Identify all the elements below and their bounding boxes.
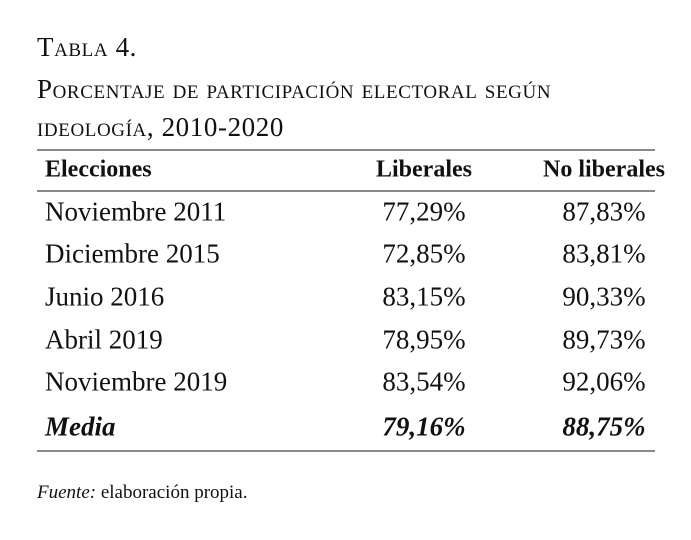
cell-election: Abril 2019 (45, 324, 163, 355)
cell-mean-no-liberales: 88,75% (562, 411, 646, 442)
table-title-line2: ideología, 2010-2020 (37, 112, 284, 142)
table-row: Noviembre 2019 83,54% 92,06% (37, 361, 655, 403)
cell-no-liberales: 92,06% (562, 366, 646, 397)
bottom-rule (37, 450, 655, 452)
cell-liberales: 83,15% (382, 281, 466, 312)
table-header-row: Elecciones Liberales No liberales (37, 149, 665, 191)
table-row: Noviembre 2011 77,29% 87,83% (37, 191, 655, 233)
cell-liberales: 78,95% (382, 324, 466, 355)
cell-liberales: 83,54% (382, 366, 466, 397)
cell-election: Junio 2016 (45, 281, 165, 312)
header-no-liberales: No liberales (543, 156, 665, 183)
table-label: Tabla 4. (37, 32, 138, 62)
source-text: elaboración propia. (96, 482, 248, 503)
top-rule (37, 149, 655, 151)
header-liberales: Liberales (376, 156, 472, 183)
cell-election: Diciembre 2015 (45, 238, 220, 269)
cell-election: Noviembre 2019 (45, 366, 228, 397)
cell-liberales: 77,29% (382, 196, 466, 227)
table-title-line1: Porcentaje de participación electoral se… (37, 74, 552, 104)
cell-no-liberales: 83,81% (562, 238, 646, 269)
header-elecciones: Elecciones (45, 156, 152, 183)
source-note: Fuente: elaboración propia. (37, 482, 247, 504)
cell-no-liberales: 90,33% (562, 281, 646, 312)
table-row: Abril 2019 78,95% 89,73% (37, 319, 655, 361)
cell-mean-liberales: 79,16% (382, 411, 466, 442)
mean-row: Media 79,16% 88,75% (37, 406, 655, 448)
table-row: Junio 2016 83,15% 90,33% (37, 276, 655, 318)
table-row: Diciembre 2015 72,85% 83,81% (37, 233, 655, 275)
source-label: Fuente: (37, 482, 97, 503)
header-rule (37, 190, 655, 192)
cell-mean-label: Media (45, 411, 116, 442)
cell-no-liberales: 87,83% (562, 196, 646, 227)
cell-election: Noviembre 2011 (45, 196, 227, 227)
cell-liberales: 72,85% (382, 238, 466, 269)
cell-no-liberales: 89,73% (562, 324, 646, 355)
